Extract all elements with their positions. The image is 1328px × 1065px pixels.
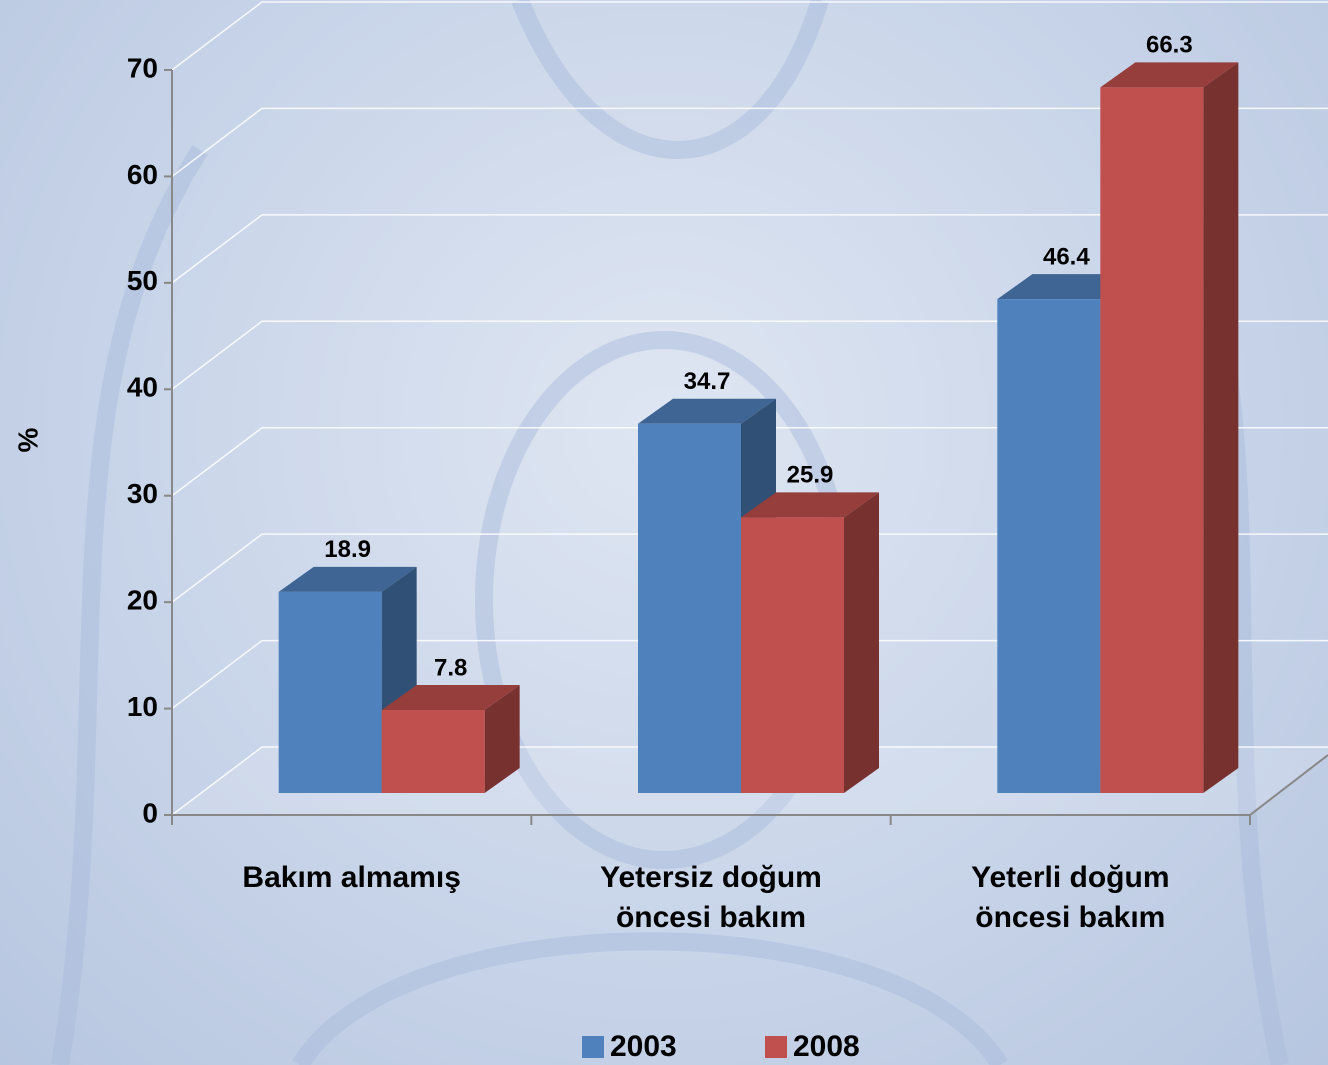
legend-label: 2003	[610, 1030, 677, 1063]
value-label: 34.7	[684, 368, 731, 395]
value-label: 66.3	[1146, 32, 1193, 59]
x-tick-label: Yeterli doğum öncesi bakım	[910, 858, 1230, 938]
bar	[741, 492, 879, 793]
value-label: 46.4	[1043, 244, 1090, 271]
y-tick-label: 30	[127, 478, 158, 509]
y-tick-label: 60	[127, 159, 158, 190]
page: % 0 10 20 30 40 50 60 70 18.9 34.7 46.4 7.8 25.9 66.3…	[0, 0, 1328, 1065]
y-tick-label: 40	[127, 372, 158, 403]
bar-face	[1100, 87, 1203, 793]
y-tick-label: 0	[142, 797, 158, 828]
bar-face	[1203, 62, 1238, 793]
bar	[382, 685, 520, 793]
bar-face	[279, 592, 382, 793]
y-tick-label: 10	[127, 691, 158, 722]
value-label: 18.9	[324, 536, 371, 563]
legend-swatch	[582, 1036, 604, 1058]
y-axis-label: %	[12, 427, 43, 452]
y-tick-label: 70	[127, 52, 158, 83]
bar	[1100, 62, 1238, 793]
value-label: 25.9	[787, 462, 834, 489]
x-tick-label: Bakım almamış	[192, 858, 512, 898]
legend-swatch	[765, 1036, 787, 1058]
bar-face	[844, 492, 879, 793]
value-label: 7.8	[434, 654, 467, 681]
y-tick-label: 50	[127, 265, 158, 296]
x-tick-label: Yetersiz doğum öncesi bakım	[551, 858, 871, 938]
y-tick-label: 20	[127, 585, 158, 616]
legend-label: 2008	[793, 1030, 860, 1063]
bar-face	[741, 517, 844, 793]
bar-face	[997, 299, 1100, 793]
bar-face	[638, 424, 741, 793]
bar-face	[382, 710, 485, 793]
